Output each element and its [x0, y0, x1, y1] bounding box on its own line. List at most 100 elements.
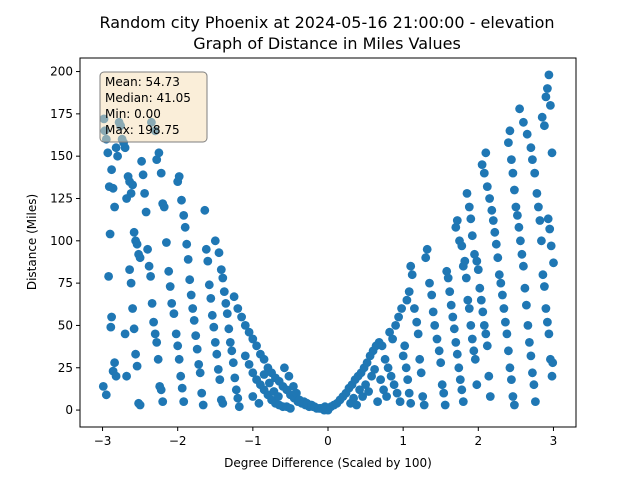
data-point [391, 321, 400, 330]
data-point [504, 346, 513, 356]
data-point [233, 393, 243, 403]
data-point [547, 371, 557, 381]
data-point [380, 354, 390, 364]
data-point [355, 385, 364, 395]
data-point [233, 304, 243, 313]
data-point [458, 397, 468, 406]
data-point [487, 205, 497, 215]
data-point [174, 354, 184, 364]
stats-min: Min: 0.00 [105, 107, 161, 121]
data-point [531, 397, 540, 406]
data-point [508, 168, 518, 178]
data-point [165, 282, 175, 291]
data-point [248, 334, 258, 344]
data-point [538, 270, 548, 280]
y-tick-label: 100 [50, 234, 73, 248]
data-point [185, 275, 195, 285]
data-point [437, 380, 447, 390]
data-point [516, 236, 525, 246]
data-point [519, 117, 528, 127]
data-point [159, 202, 169, 212]
data-point [525, 338, 534, 347]
data-point [177, 195, 186, 205]
data-point [131, 349, 141, 359]
data-point [388, 334, 397, 344]
data-point [544, 329, 554, 339]
data-point [463, 295, 473, 305]
y-tick-label: 175 [50, 107, 73, 121]
data-point [128, 180, 138, 190]
data-point [428, 307, 438, 317]
data-point [451, 222, 461, 232]
data-point [446, 300, 456, 310]
data-point [254, 398, 264, 408]
data-point [445, 287, 455, 296]
data-point [472, 380, 482, 390]
data-point [140, 189, 150, 198]
data-point [543, 317, 552, 327]
data-point [451, 338, 461, 347]
data-point [508, 392, 518, 401]
data-point [448, 312, 458, 322]
data-point [421, 253, 431, 263]
data-point [224, 324, 234, 334]
data-point [284, 371, 294, 381]
data-point [177, 383, 187, 393]
data-point [377, 341, 387, 351]
data-point [207, 310, 217, 320]
data-point [111, 143, 121, 153]
y-tick-label: 125 [50, 191, 73, 205]
data-point [485, 392, 495, 401]
data-point [389, 380, 399, 390]
data-point [476, 295, 486, 305]
data-point [398, 351, 408, 361]
data-point [402, 295, 412, 305]
data-point [237, 312, 247, 322]
data-point [164, 266, 174, 276]
data-point [156, 385, 166, 395]
data-point [470, 249, 479, 259]
chart-title-line2: Graph of Distance in Miles Values [193, 34, 461, 53]
data-point [464, 202, 474, 212]
data-point [528, 368, 537, 378]
data-point [397, 304, 406, 313]
data-point [532, 189, 542, 198]
x-tick-label: 1 [399, 434, 407, 448]
data-point [107, 312, 116, 322]
data-point [210, 236, 220, 246]
stats-box: Mean: 54.73 Median: 41.05 Min: 0.00 Max:… [99, 71, 208, 143]
data-point [511, 202, 521, 212]
data-point [198, 400, 208, 410]
data-point [413, 329, 423, 339]
data-point [455, 375, 465, 384]
data-point [394, 312, 403, 322]
data-point [415, 354, 425, 364]
data-point [541, 304, 551, 313]
data-point [392, 388, 402, 398]
data-point [147, 299, 157, 308]
x-tick-label: −2 [169, 434, 187, 448]
data-point [120, 329, 130, 339]
y-tick-label: 0 [65, 403, 73, 417]
data-point [379, 385, 388, 395]
data-point [546, 241, 556, 251]
data-point [150, 329, 160, 339]
data-point [169, 309, 179, 318]
data-point [183, 255, 193, 264]
data-point [494, 270, 504, 280]
data-point [460, 256, 470, 266]
data-point [176, 371, 186, 381]
data-point [248, 368, 258, 378]
data-point [376, 375, 385, 384]
data-point [179, 211, 189, 220]
data-point [182, 239, 192, 249]
x-tick-label: 0 [324, 434, 332, 448]
data-point [146, 272, 156, 281]
data-point [457, 385, 467, 395]
data-point [526, 351, 536, 361]
data-point [128, 304, 138, 313]
data-point [135, 400, 145, 410]
data-point [404, 287, 414, 296]
data-point [507, 375, 516, 384]
data-point [479, 321, 489, 330]
